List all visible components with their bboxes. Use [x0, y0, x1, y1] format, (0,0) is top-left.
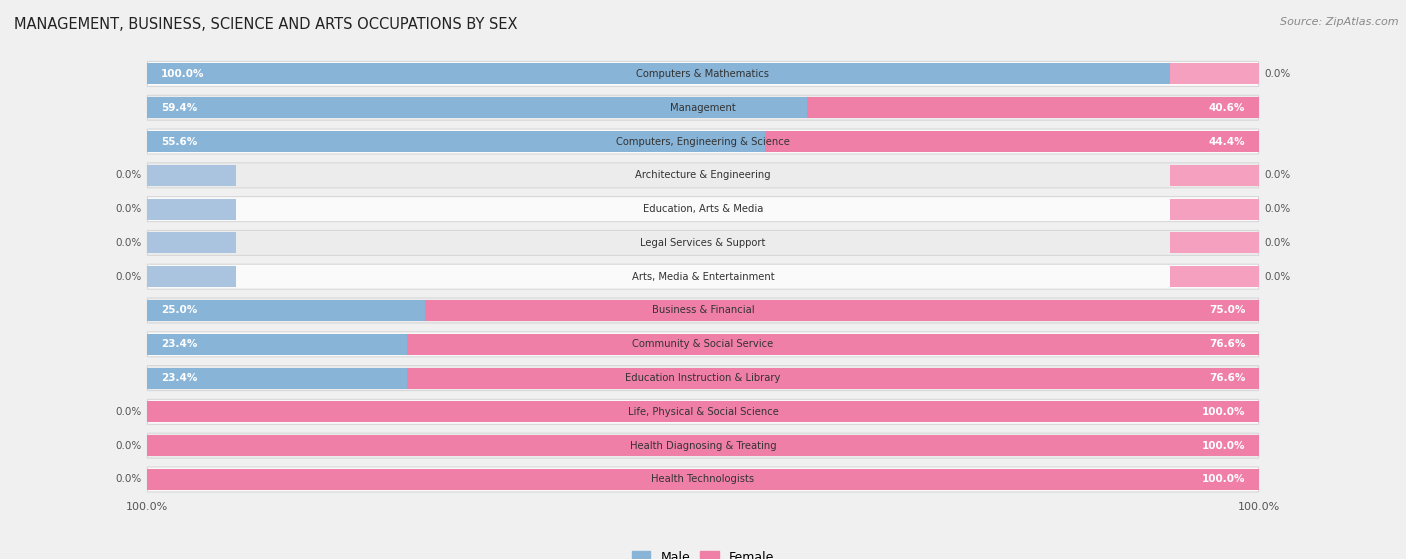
Text: 59.4%: 59.4% — [160, 103, 197, 113]
FancyBboxPatch shape — [148, 61, 1258, 87]
Text: Computers, Engineering & Science: Computers, Engineering & Science — [616, 136, 790, 146]
Text: 0.0%: 0.0% — [115, 407, 142, 417]
Bar — [148, 233, 236, 253]
Text: Health Diagnosing & Treating: Health Diagnosing & Treating — [630, 440, 776, 451]
Text: 0.0%: 0.0% — [115, 204, 142, 214]
FancyBboxPatch shape — [148, 95, 1258, 120]
Text: Computers & Mathematics: Computers & Mathematics — [637, 69, 769, 79]
Text: 0.0%: 0.0% — [115, 238, 142, 248]
Bar — [148, 165, 236, 186]
Text: Business & Financial: Business & Financial — [652, 306, 754, 315]
Text: 25.0%: 25.0% — [160, 306, 197, 315]
Text: 0.0%: 0.0% — [1264, 238, 1291, 248]
Text: Architecture & Engineering: Architecture & Engineering — [636, 170, 770, 181]
FancyBboxPatch shape — [148, 399, 1258, 424]
Text: 100.0%: 100.0% — [1202, 440, 1246, 451]
Bar — [408, 368, 1258, 389]
FancyBboxPatch shape — [148, 433, 1258, 458]
FancyBboxPatch shape — [148, 366, 1258, 391]
Text: 100.0%: 100.0% — [1237, 502, 1279, 512]
Bar — [148, 435, 236, 456]
Bar — [807, 97, 1258, 118]
Text: 0.0%: 0.0% — [115, 170, 142, 181]
Text: Education, Arts & Media: Education, Arts & Media — [643, 204, 763, 214]
Bar — [148, 334, 408, 355]
Bar — [148, 401, 236, 423]
Text: 0.0%: 0.0% — [1264, 272, 1291, 282]
FancyBboxPatch shape — [148, 264, 1258, 289]
Bar — [1170, 165, 1258, 186]
Text: 75.0%: 75.0% — [1209, 306, 1246, 315]
Text: 0.0%: 0.0% — [115, 272, 142, 282]
Text: 0.0%: 0.0% — [115, 440, 142, 451]
Bar — [148, 435, 1258, 456]
Bar — [408, 334, 1258, 355]
Text: Health Technologists: Health Technologists — [651, 475, 755, 485]
Bar — [148, 266, 236, 287]
Text: 100.0%: 100.0% — [1202, 407, 1246, 417]
Bar — [1170, 198, 1258, 220]
Text: 0.0%: 0.0% — [1264, 69, 1291, 79]
Text: Source: ZipAtlas.com: Source: ZipAtlas.com — [1281, 17, 1399, 27]
Bar — [148, 97, 807, 118]
Text: 23.4%: 23.4% — [160, 373, 197, 383]
FancyBboxPatch shape — [148, 467, 1258, 492]
Bar — [765, 131, 1258, 152]
Text: 23.4%: 23.4% — [160, 339, 197, 349]
FancyBboxPatch shape — [148, 230, 1258, 255]
FancyBboxPatch shape — [148, 197, 1258, 221]
Bar — [148, 131, 765, 152]
Text: Education Instruction & Library: Education Instruction & Library — [626, 373, 780, 383]
Text: 100.0%: 100.0% — [127, 502, 169, 512]
Text: 55.6%: 55.6% — [160, 136, 197, 146]
Text: Community & Social Service: Community & Social Service — [633, 339, 773, 349]
Text: 40.6%: 40.6% — [1209, 103, 1246, 113]
Text: Management: Management — [671, 103, 735, 113]
Bar — [148, 198, 236, 220]
Bar — [1170, 233, 1258, 253]
Text: MANAGEMENT, BUSINESS, SCIENCE AND ARTS OCCUPATIONS BY SEX: MANAGEMENT, BUSINESS, SCIENCE AND ARTS O… — [14, 17, 517, 32]
Text: 0.0%: 0.0% — [1264, 170, 1291, 181]
Text: 44.4%: 44.4% — [1209, 136, 1246, 146]
FancyBboxPatch shape — [148, 332, 1258, 357]
Bar — [148, 64, 1258, 84]
Text: 100.0%: 100.0% — [160, 69, 204, 79]
Bar — [425, 300, 1258, 321]
Bar — [148, 469, 236, 490]
Text: 100.0%: 100.0% — [1202, 475, 1246, 485]
Text: Legal Services & Support: Legal Services & Support — [640, 238, 766, 248]
Bar — [148, 469, 1258, 490]
Text: 76.6%: 76.6% — [1209, 373, 1246, 383]
FancyBboxPatch shape — [148, 163, 1258, 188]
Bar — [148, 300, 425, 321]
FancyBboxPatch shape — [148, 298, 1258, 323]
Text: 0.0%: 0.0% — [1264, 204, 1291, 214]
FancyBboxPatch shape — [148, 129, 1258, 154]
Bar — [1170, 64, 1258, 84]
Legend: Male, Female: Male, Female — [627, 546, 779, 559]
Text: 0.0%: 0.0% — [115, 475, 142, 485]
Text: 76.6%: 76.6% — [1209, 339, 1246, 349]
Bar — [1170, 266, 1258, 287]
Text: Arts, Media & Entertainment: Arts, Media & Entertainment — [631, 272, 775, 282]
Bar — [148, 368, 408, 389]
Bar — [148, 401, 1258, 423]
Text: Life, Physical & Social Science: Life, Physical & Social Science — [627, 407, 779, 417]
